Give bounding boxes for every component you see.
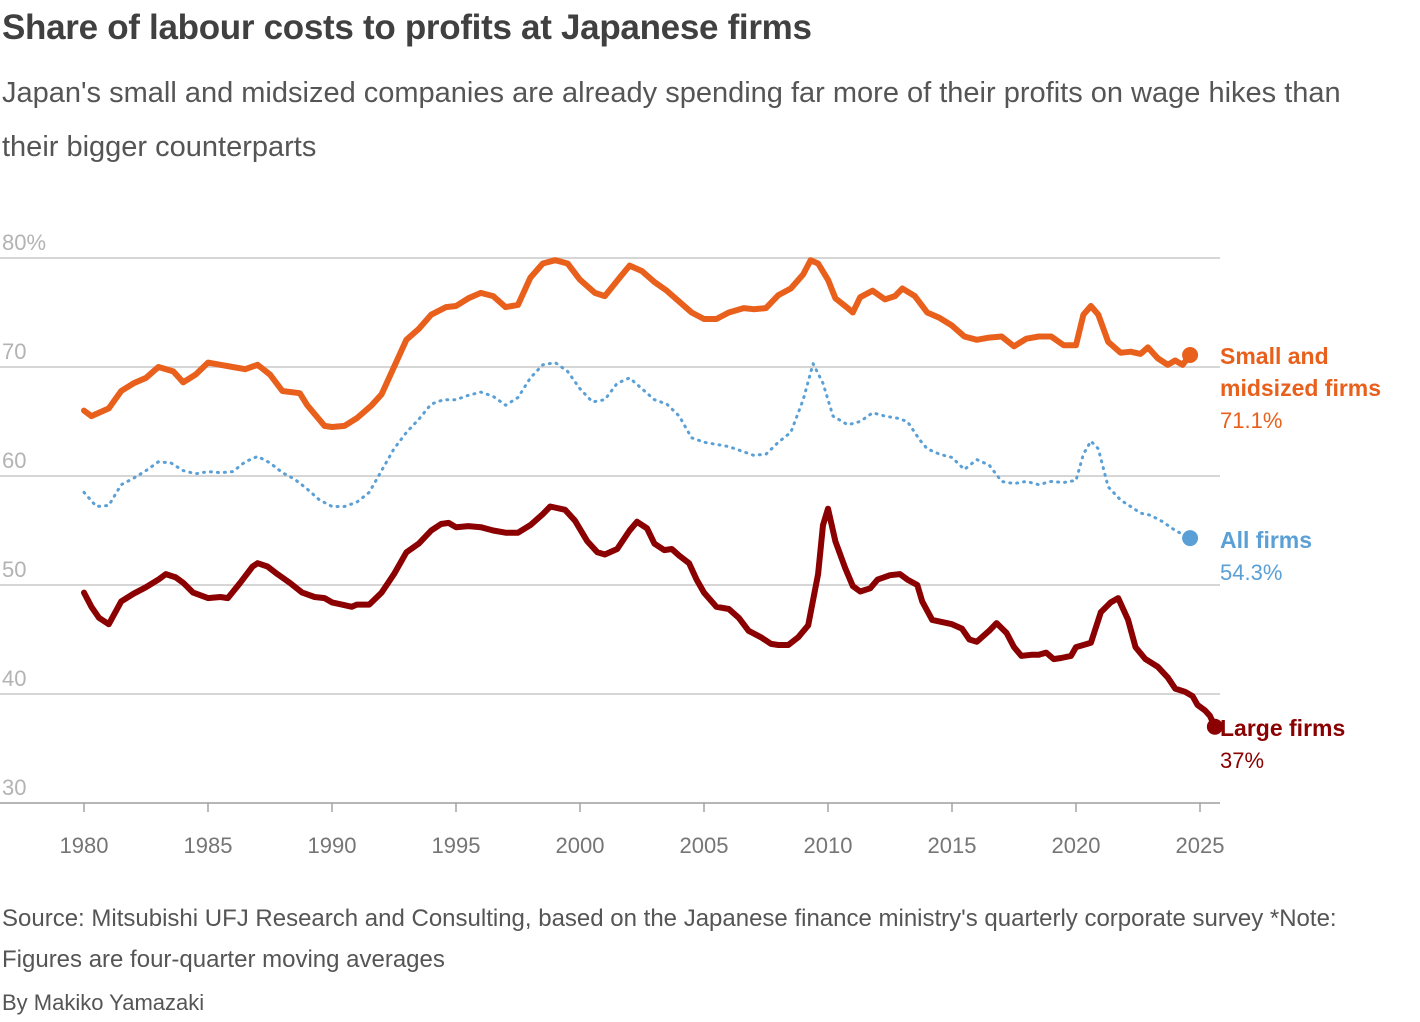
- chart-subtitle: Japan's small and midsized companies are…: [2, 77, 1341, 163]
- series-label-small: Small and: [1220, 343, 1329, 369]
- series-end-dot-large: [1206, 718, 1223, 735]
- series-label-small: midsized firms: [1220, 375, 1381, 401]
- x-tick-label: 1995: [432, 833, 481, 858]
- x-tick-label: 1985: [184, 833, 233, 858]
- series-line-small: [81, 257, 1194, 430]
- byline: By Makiko Yamazaki: [2, 990, 205, 1015]
- x-tick-label: 2015: [928, 833, 977, 858]
- series-value-small: 71.1%: [1220, 408, 1282, 433]
- series-value-large: 37%: [1220, 748, 1264, 773]
- series-end-dot-all: [1182, 530, 1199, 547]
- series-label-large: Large firms: [1220, 715, 1345, 741]
- series-end-dot-small: [1182, 347, 1199, 364]
- y-tick-label: 50: [2, 557, 26, 582]
- chart-title: Share of labour costs to profits at Japa…: [2, 8, 812, 47]
- series-label-all: All firms: [1220, 527, 1312, 553]
- series-line-all: [82, 361, 1192, 540]
- x-tick-label: 2005: [680, 833, 729, 858]
- series-line-large: [81, 503, 1218, 730]
- source-note: Source: Mitsubishi UFJ Research and Cons…: [2, 905, 1337, 973]
- x-tick-label: 2000: [556, 833, 605, 858]
- y-tick-label: 60: [2, 448, 26, 473]
- y-tick-label: 80%: [2, 230, 46, 255]
- y-tick-label: 30: [2, 775, 26, 800]
- series-lines: [81, 257, 1223, 735]
- y-tick-label: 70: [2, 339, 26, 364]
- x-tick-label: 1990: [308, 833, 357, 858]
- x-tick-label: 2020: [1052, 833, 1101, 858]
- x-tick-label: 2010: [804, 833, 853, 858]
- x-tick-label: 2025: [1176, 833, 1225, 858]
- series-value-all: 54.3%: [1220, 560, 1282, 585]
- y-axis-tick-labels: 80% 70 60 50 40 30: [2, 230, 46, 800]
- x-axis: 1980 1985 1990 1995 2000 2005 2010 2015 2020 2025: [60, 803, 1225, 858]
- x-tick-label: 1980: [60, 833, 109, 858]
- line-chart: 80% 70 60 50 40 30 1980 1985 1990 1995 2000 2005 20…: [0, 230, 1381, 858]
- y-tick-label: 40: [2, 666, 26, 691]
- series-end-labels: Small and midsized firms 71.1% All firms 54.…: [1220, 343, 1381, 773]
